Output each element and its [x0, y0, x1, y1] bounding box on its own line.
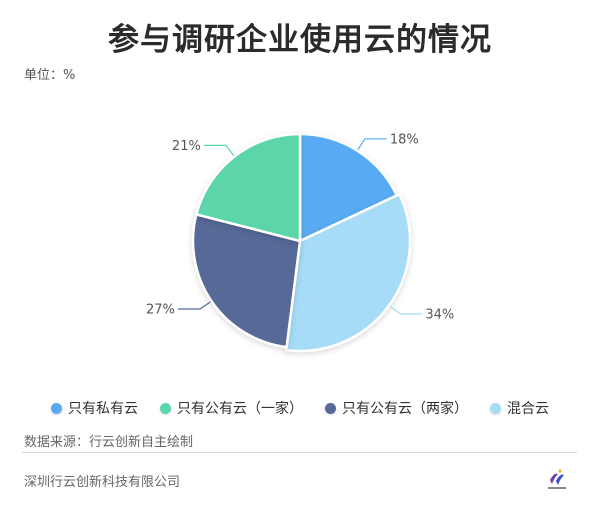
legend-swatch — [51, 402, 62, 414]
legend-swatch — [490, 402, 501, 414]
leader-line — [177, 301, 212, 310]
data-label: 21% — [172, 139, 201, 154]
data-label: 34% — [425, 307, 454, 322]
legend: 只有私有云 只有公有云（一家） 只有公有云（两家） 混合云 — [0, 398, 600, 418]
legend-swatch — [325, 402, 336, 414]
data-label: 27% — [146, 303, 175, 318]
company-name: 深圳行云创新科技有限公司 — [24, 475, 181, 490]
chart-title: 参与调研企业使用云的情况 — [108, 22, 492, 58]
pie-slice — [298, 132, 399, 243]
legend-label: 只有公有云（两家） — [342, 401, 468, 417]
pie-chart: 18% 34% 27% 21% — [146, 132, 454, 353]
legend-item[interactable]: 混合云 — [490, 398, 549, 418]
legend-label: 只有公有云（一家） — [177, 401, 303, 417]
leader-line — [389, 305, 423, 315]
divider — [22, 452, 577, 453]
leader-line — [203, 144, 235, 157]
legend-item[interactable]: 只有私有云 — [51, 398, 138, 418]
pie-slice — [284, 192, 412, 353]
leader-line — [357, 138, 387, 151]
data-source: 数据来源：行云创新自主绘制 — [24, 435, 194, 450]
data-label: 18% — [390, 132, 419, 147]
legend-label: 混合云 — [507, 401, 549, 417]
legend-item[interactable]: 只有公有云（一家） — [160, 398, 303, 418]
legend-swatch — [160, 402, 171, 414]
pie-slice — [191, 213, 302, 349]
company-logo — [548, 469, 566, 489]
pie-slice — [195, 132, 302, 243]
legend-label: 只有私有云 — [68, 401, 138, 417]
legend-item[interactable]: 只有公有云（两家） — [325, 398, 468, 418]
unit-label: 单位：% — [24, 68, 76, 83]
